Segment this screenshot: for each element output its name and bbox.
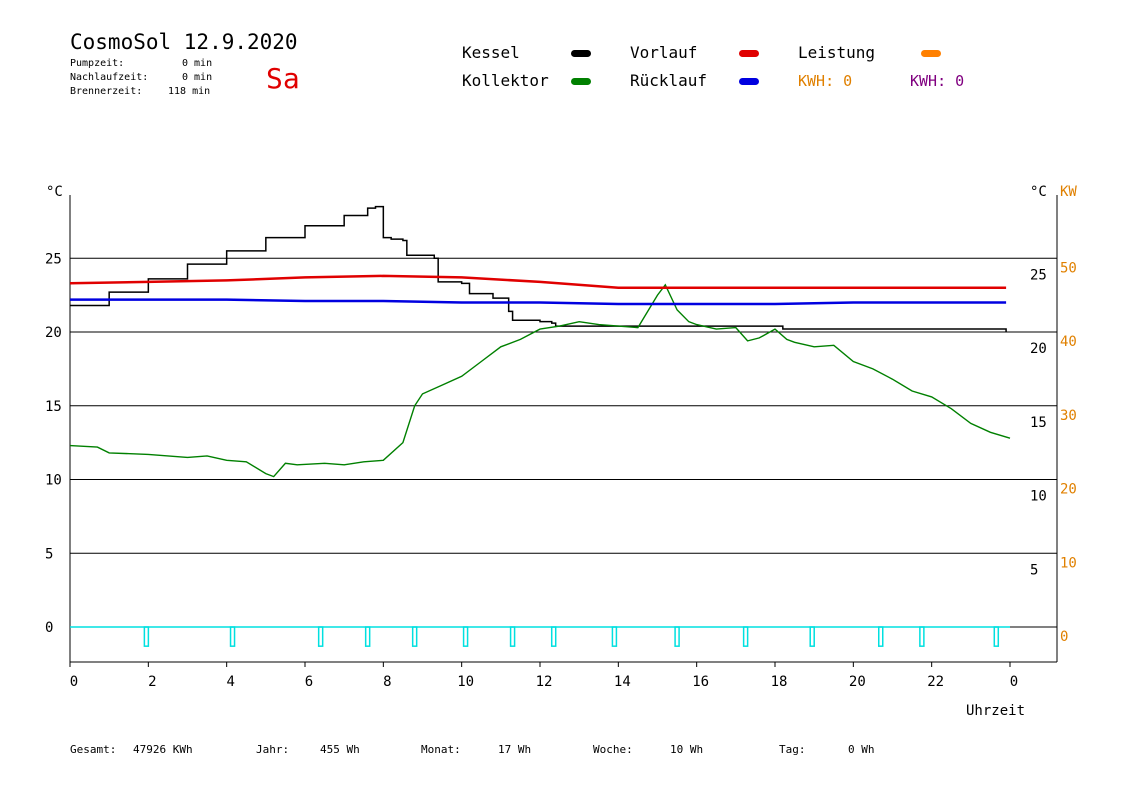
footer-woche-value: 10 Wh [670,743,704,756]
y-axis-unit-left: °C [46,184,63,200]
pump-pulse [742,626,749,647]
footer-monat-value: 17 Wh [498,743,532,756]
pump-pulse [919,626,925,647]
stat-label: Pumpzeit: [70,58,125,69]
legend-kollektor-swatch [571,78,591,85]
pump-pulse [674,626,680,647]
pump-pulse [143,626,150,647]
weekday-label: Sa [266,62,300,95]
x-tick-label: 4 [226,674,234,690]
legend-vorlauf: Vorlauf [630,43,698,62]
footer-gesamt-value: 47926 KWh [133,743,193,756]
x-tick-label: 2 [148,674,156,690]
x-tick-label: 0 [1010,674,1018,690]
footer-tag-value: 0 Wh [848,743,875,756]
legend-kwh-total: KWH: 0 [910,72,965,90]
pump-pulse [462,626,469,647]
footer-tag-label: Tag: [779,743,806,756]
series-line-ruecklauf [70,298,1007,306]
y-tick-label-left: 0 [45,620,53,636]
pump-pulse [550,626,557,647]
footer-monat-label: Monat: [421,743,461,756]
footer-jahr-label: Jahr: [256,743,290,756]
x-tick-label: 8 [383,674,391,690]
y-tick-label-right: 5 [1030,562,1038,578]
y-tick-label-left: 5 [45,546,53,562]
y-tick-label-right: 15 [1030,415,1047,431]
legend-leistung: Leistung [798,43,876,62]
y-axis-unit-kw: KW [1060,184,1077,200]
x-tick-label: 20 [849,674,866,690]
y-tick-label-kw: 30 [1060,408,1077,424]
legend-kwh-leistung: KWH: 0 [798,72,853,90]
stat-pumpzeit: Pumpzeit: [70,58,124,69]
y-tick-label-right: 10 [1030,489,1047,505]
legend-leistung-swatch [921,50,941,57]
pump-pulse [993,626,1000,647]
x-tick-label: 0 [70,674,78,690]
legend-kessel-swatch [571,50,591,57]
x-tick-label: 10 [457,674,474,690]
y-tick-label-kw: 40 [1060,334,1077,350]
pump-pulse [317,626,324,647]
stat-brennerzeit: Brennerzeit: [70,86,143,97]
y-tick-label-left: 10 [45,473,62,489]
x-tick-label: 16 [692,674,709,690]
legend-kessel: Kessel [462,43,520,62]
legend-ruecklauf-swatch [739,78,759,85]
x-tick-label: 6 [305,674,313,690]
series-line-kessel [70,205,1007,332]
pump-pulse [411,626,418,647]
x-axis-label: Uhrzeit [966,703,1025,719]
series-line-vorlauf [69,274,1007,290]
x-tick-label: 18 [771,674,788,690]
y-tick-label-right: 25 [1030,267,1047,283]
y-tick-label-kw: 10 [1060,555,1077,571]
x-tick-label: 22 [927,674,944,690]
legend-kollektor: Kollektor [462,71,549,90]
pump-pulse [229,626,236,647]
x-tick-label: 12 [536,674,553,690]
legend-ruecklauf: Rücklauf [630,71,708,90]
y-tick-label-left: 15 [45,399,62,415]
y-tick-label-right: 20 [1030,341,1047,357]
footer-woche-label: Woche: [593,743,633,756]
x-tick-label: 14 [614,674,631,690]
pump-pulse [611,626,618,647]
pump-pulse [509,626,516,647]
pump-pulse [364,626,371,647]
y-tick-label-kw: 20 [1060,482,1077,498]
footer-gesamt-label: Gesamt: [70,743,117,756]
pump-pulse [878,626,884,647]
stat-pumpzeit-value: 0 min [182,58,213,69]
pump-pulse [809,626,815,647]
stat-nachlaufzeit: Nachlaufzeit: [70,72,149,83]
y-tick-label-kw: 0 [1060,629,1068,645]
y-axis-unit-right: °C [1030,184,1047,200]
stat-brennerzeit-value: 118 min [168,86,211,97]
footer-jahr-value: 455 Wh [320,743,360,756]
stat-nachlaufzeit-value: 0 min [182,72,213,83]
chart-title: CosmoSol 12.9.2020 [70,30,298,54]
y-tick-label-left: 25 [45,251,62,267]
legend-vorlauf-swatch [739,50,759,57]
y-tick-label-left: 20 [45,325,62,341]
series-line-kollektor [69,283,1011,478]
y-tick-label-kw: 50 [1060,260,1077,276]
